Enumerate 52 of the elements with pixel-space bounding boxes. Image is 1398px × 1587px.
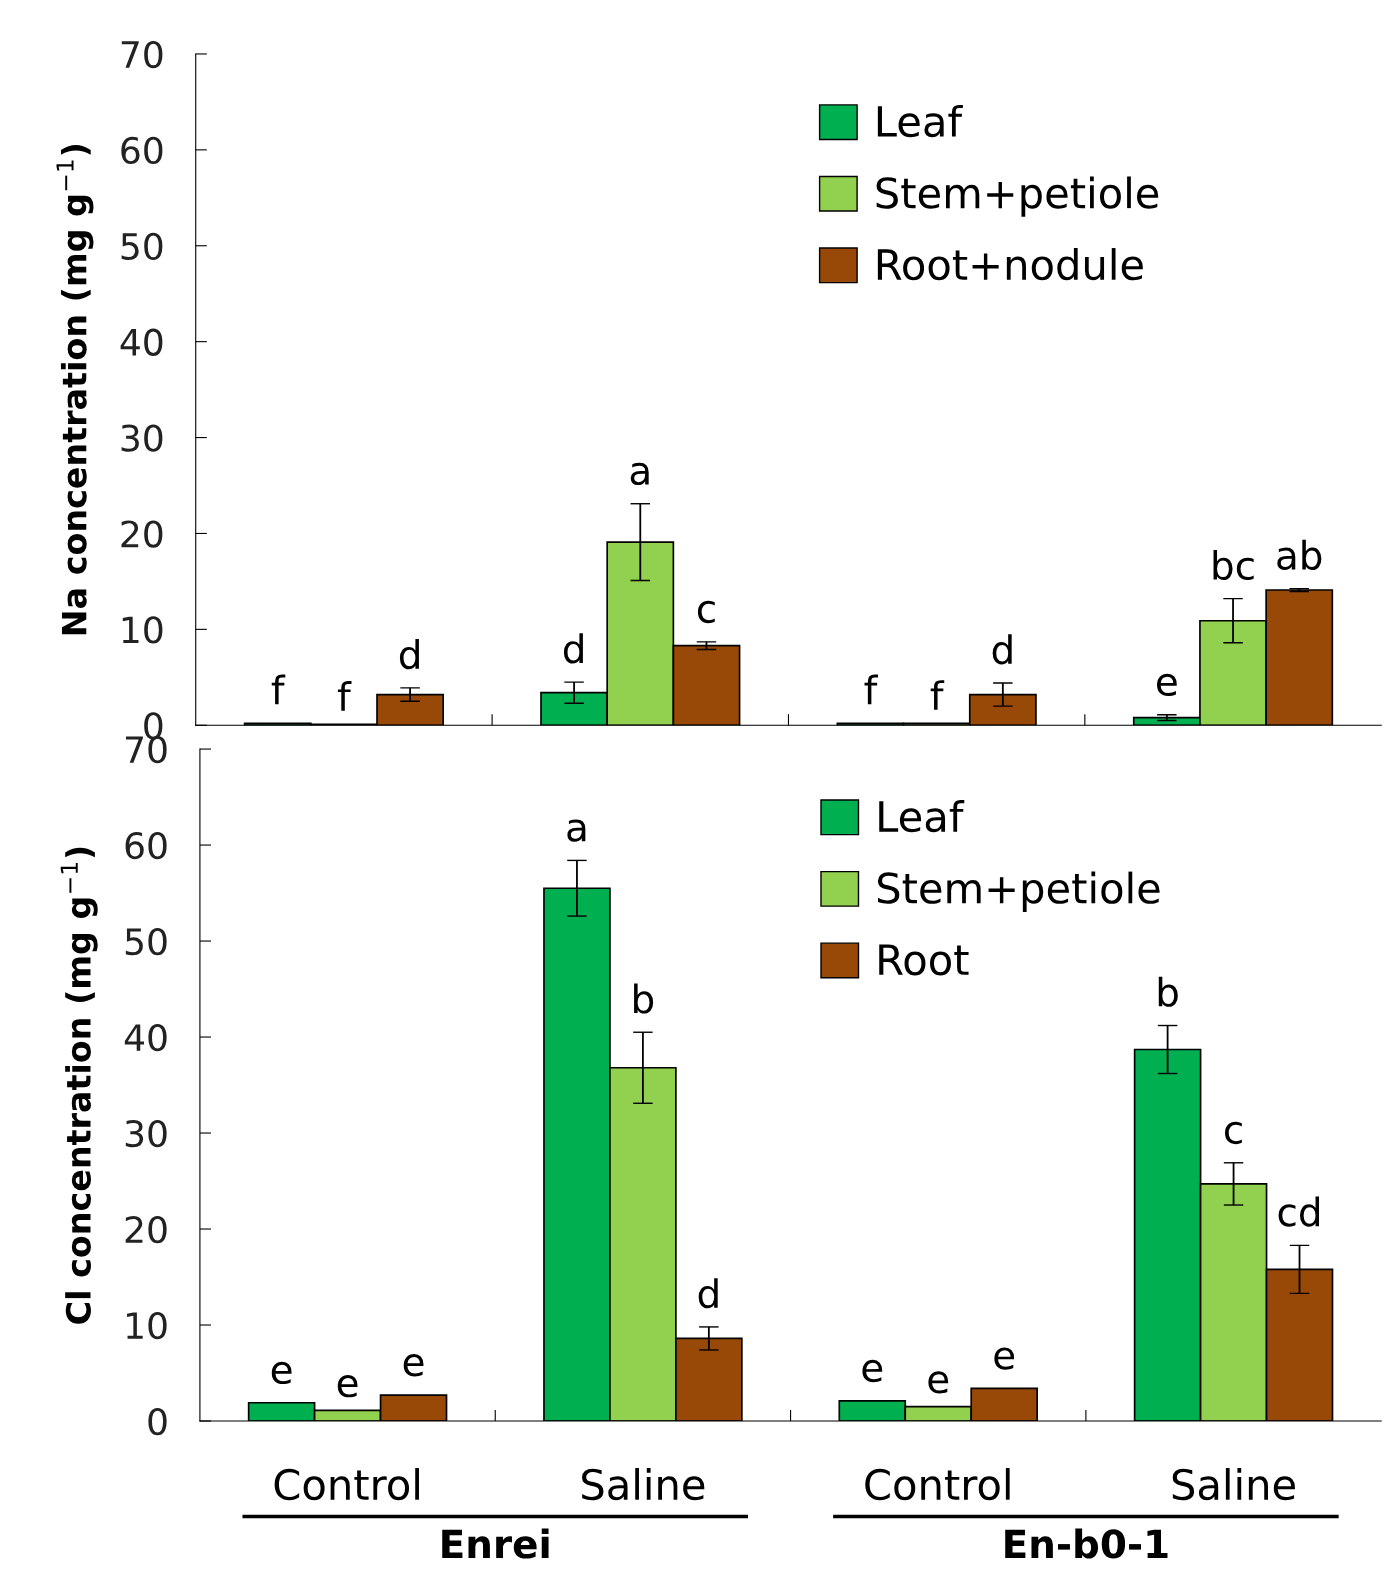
legend-label: Leaf (877, 104, 963, 138)
annotation: a (567, 819, 586, 842)
y-tick-label: 30 (121, 424, 163, 452)
legend-label: Leaf (879, 800, 965, 833)
y-tick-label: 60 (125, 831, 167, 860)
y-tick-label: 20 (121, 520, 163, 548)
annotation: f (271, 674, 286, 705)
annotation: c (697, 600, 715, 624)
annotation: f (337, 681, 352, 711)
annotation: e (271, 1361, 292, 1385)
y-tick-label: 40 (124, 1023, 167, 1052)
text: Enrei (442, 1528, 549, 1559)
text: En-b0-1 (1005, 1528, 1168, 1559)
y-tick-label: 10 (127, 1311, 167, 1340)
annotation: cd (1278, 1196, 1320, 1227)
annotation: e (337, 1375, 358, 1398)
annotation: b (1158, 976, 1178, 1007)
annotation: d (992, 634, 1012, 665)
annotation: d (399, 639, 419, 670)
y-tick-label: 50 (125, 927, 167, 956)
y-tick-label: 50 (121, 232, 163, 260)
legend-label: Root+nodule (877, 248, 1143, 281)
y-tick-label: 40 (120, 328, 163, 356)
y-tick-label: 20 (125, 1215, 167, 1244)
x-tick-label: Saline (582, 1468, 705, 1501)
legend-label: Stem+petiole (877, 871, 1160, 912)
legend-label: Root (879, 944, 969, 976)
y-tick-label: 60 (121, 136, 163, 165)
annotation: e (994, 1347, 1015, 1370)
y-tick-label: 10 (122, 616, 163, 644)
annotation: f (864, 674, 879, 705)
annotation: f (930, 680, 945, 710)
annotation: ab (1277, 539, 1322, 570)
y-tick-label: 70 (121, 40, 163, 69)
legend-label: Stem+petiole (876, 176, 1159, 217)
x-tick-label: Control (865, 1468, 1010, 1501)
y-axis-title: Cl concentration (mg g$^{−1}$) (60, 847, 98, 1324)
annotation: e (928, 1371, 949, 1394)
annotation: bc (1213, 549, 1254, 581)
annotation: a (630, 462, 649, 486)
y-axis-title: Na concentration (mg g$^{−1}$) (56, 145, 94, 635)
annotation: e (1157, 673, 1177, 697)
annotation: d (698, 1278, 718, 1309)
y-tick-label: 0 (148, 1407, 167, 1436)
annotation: e (862, 1359, 883, 1383)
x-tick-label: Saline (1172, 1468, 1295, 1501)
annotation: e (403, 1354, 424, 1377)
x-tick-label: Control (274, 1468, 419, 1501)
annotation: c (1225, 1121, 1242, 1145)
annotation: b (634, 983, 654, 1014)
y-tick-label: 30 (125, 1119, 167, 1148)
annotation: d (563, 633, 583, 664)
